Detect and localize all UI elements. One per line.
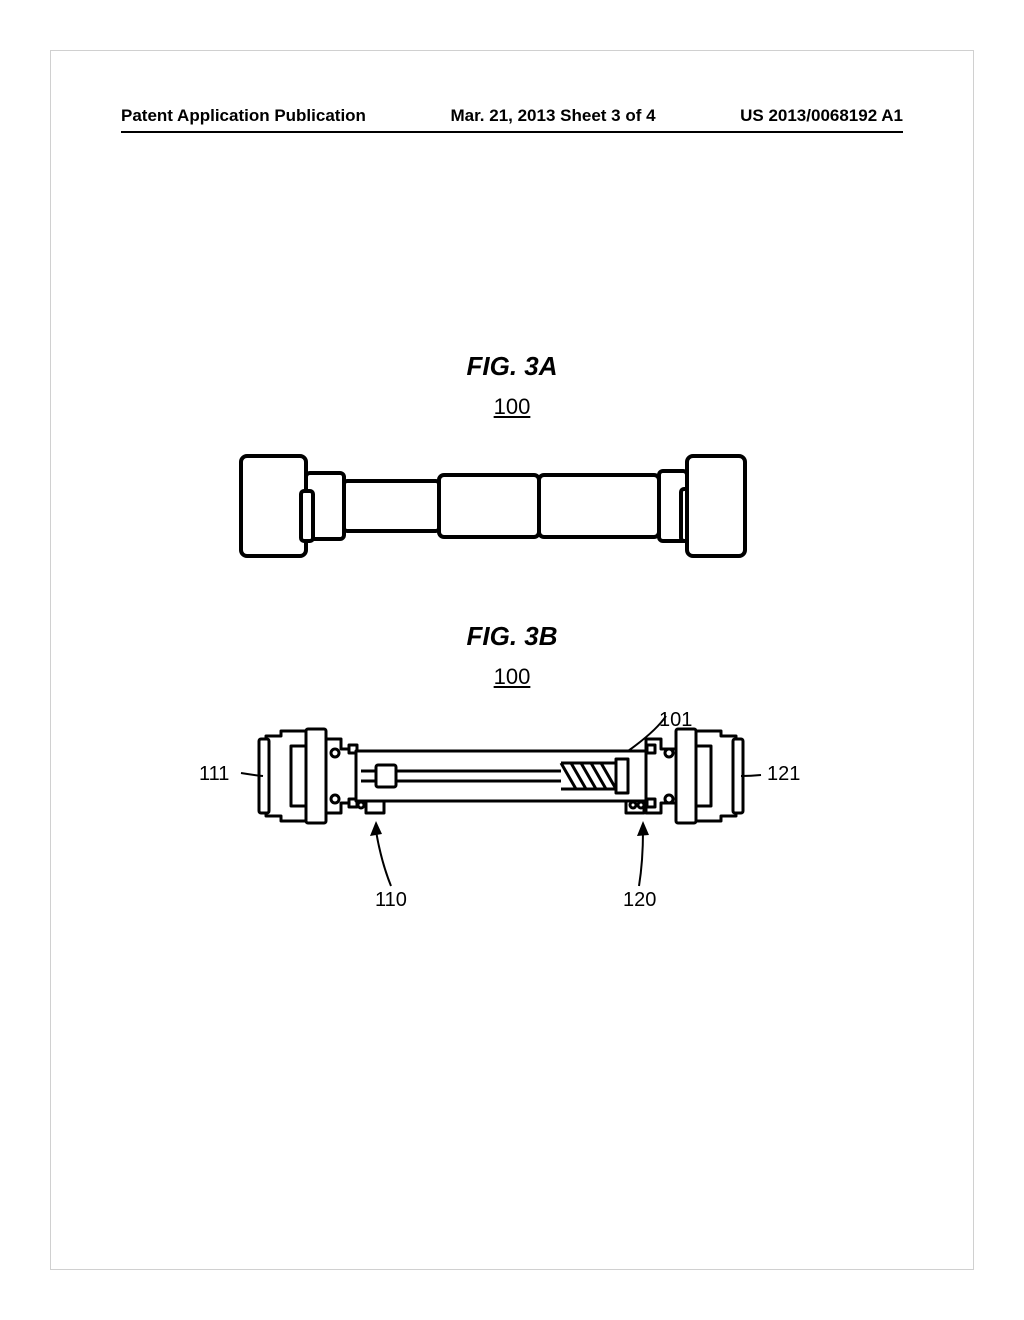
page-header: Patent Application Publication Mar. 21, … xyxy=(121,106,903,126)
publication-type: Patent Application Publication xyxy=(121,106,366,126)
ref-111: 111 xyxy=(199,763,229,786)
fig3b-drawing xyxy=(181,701,841,931)
date-sheet: Mar. 21, 2013 Sheet 3 of 4 xyxy=(451,106,656,126)
fig3a-label: FIG. 3A xyxy=(51,351,973,382)
ref-120: 120 xyxy=(623,889,656,912)
figure-3a: FIG. 3A 100 xyxy=(51,351,973,420)
fig3b-label: FIG. 3B xyxy=(51,621,973,652)
fig3a-main-ref: 100 xyxy=(51,394,973,420)
fig3a-drawing xyxy=(231,441,751,581)
publication-number: US 2013/0068192 A1 xyxy=(740,106,903,126)
ref-110: 110 xyxy=(375,889,407,912)
figure-3b: FIG. 3B 100 xyxy=(51,621,973,690)
ref-121: 121 xyxy=(767,763,800,786)
header-rule xyxy=(121,131,903,133)
fig3b-main-ref: 100 xyxy=(51,664,973,690)
ref-101: 101 xyxy=(659,709,692,732)
patent-page: Patent Application Publication Mar. 21, … xyxy=(50,50,974,1270)
